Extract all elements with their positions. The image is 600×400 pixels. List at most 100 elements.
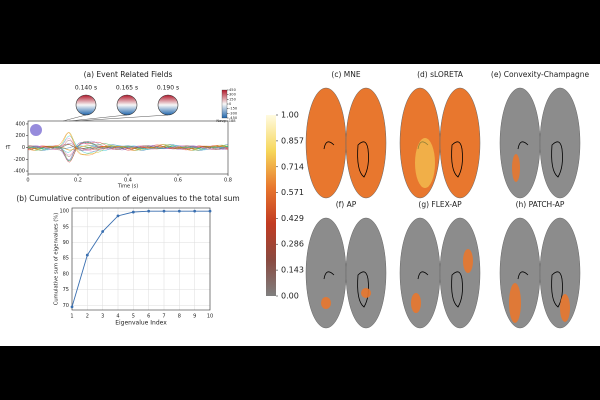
x-tick-label: 2 <box>86 314 89 320</box>
colorbar-tick-label: 150 <box>229 97 237 101</box>
connector <box>69 114 128 122</box>
colorbar-tick-label: 0.714 <box>281 162 304 171</box>
panel-title: (f) AP <box>336 200 357 209</box>
figure-background <box>0 64 600 346</box>
colorbar-tick-label: 0.571 <box>281 188 304 197</box>
x-tick-label: 0.6 <box>174 178 182 184</box>
x-tick-label: 0.4 <box>124 178 132 184</box>
topomap <box>116 94 138 116</box>
sensor-trace <box>28 135 229 154</box>
y-tick-label: 85 <box>63 256 69 262</box>
x-tick-label: 8 <box>178 314 181 320</box>
colorbar-tick-label: 1.00 <box>281 111 299 120</box>
region-outline <box>551 271 563 308</box>
y-tick-label: 70 <box>63 303 69 309</box>
x-tick-label: 9 <box>193 314 196 320</box>
panel-title: (c) MNE <box>331 70 360 79</box>
connector <box>62 114 87 122</box>
colorbar-tick-label: 300 <box>229 93 237 97</box>
panel-title: (e) Convexity-Champagne <box>491 70 590 79</box>
region-outline <box>517 271 529 280</box>
colorbar-tick-label: -150 <box>229 107 238 111</box>
colorbar-tick-label: 0.857 <box>281 136 304 145</box>
point <box>101 230 105 233</box>
y-tick-label: 80 <box>63 271 69 277</box>
x-tick-label: 3 <box>101 314 104 320</box>
time-annotation: 0.165 s <box>116 85 138 92</box>
panel-title: (d) sLORETA <box>417 70 464 79</box>
x-tick-label: 7 <box>162 314 165 320</box>
point <box>131 210 135 214</box>
point <box>208 209 212 213</box>
series-line <box>71 210 210 307</box>
colorbar-tick-label: 0 <box>229 102 232 106</box>
colorbar-tick-label: 0.143 <box>281 266 304 275</box>
region-outline <box>451 141 463 178</box>
point <box>162 209 166 213</box>
connector <box>75 114 169 122</box>
x-axis-label: Time (s) <box>117 184 138 190</box>
region-outline <box>517 141 529 150</box>
sensor-trace <box>27 132 229 155</box>
colorbar-tick-label: 0.286 <box>281 240 304 249</box>
sensor-legend <box>30 124 42 136</box>
x-axis-label: Eigenvalue Index <box>115 320 167 327</box>
activation <box>512 154 520 182</box>
panel-title: (h) PATCH-AP <box>516 200 565 209</box>
point <box>193 209 197 213</box>
time-annotation: 0.190 s <box>157 85 179 92</box>
x-tick-label: 6 <box>147 314 150 320</box>
y-tick-label: 400 <box>15 121 25 127</box>
y-axis-label: Cumulative sum of eigenvalues (%) <box>54 213 60 306</box>
point <box>177 209 181 213</box>
colorbar-label: Navg=188 <box>216 119 236 123</box>
x-tick-label: 4 <box>116 314 119 320</box>
y-axis-label: fT <box>6 145 12 151</box>
activation <box>411 293 421 313</box>
panel-title: (a) Event Related Fields <box>84 70 173 79</box>
activation <box>463 249 473 273</box>
topomap-colorbar <box>221 89 228 119</box>
x-tick-label: 0.8 <box>224 178 232 184</box>
colorbar-tick-label: -300 <box>229 111 238 115</box>
x-tick-label: 0 <box>26 178 29 184</box>
point <box>147 209 151 213</box>
x-tick-label: 0.2 <box>74 178 82 184</box>
colorbar-tick-label: -450 <box>229 116 238 120</box>
y-tick-label: 100 <box>59 209 69 215</box>
point <box>85 253 89 257</box>
topomap <box>157 94 179 116</box>
panel-title: (g) FLEX-AP <box>418 200 462 209</box>
x-tick-label: 10 <box>207 314 213 320</box>
y-tick-label: 75 <box>63 287 69 293</box>
y-tick-label: -400 <box>14 169 25 175</box>
activation <box>560 294 570 322</box>
region-outline <box>451 271 463 308</box>
colorbar-tick-label: 0.429 <box>281 214 304 223</box>
y-tick-label: 0 <box>22 145 25 151</box>
region-outline <box>357 141 369 178</box>
activation <box>509 283 521 323</box>
activation <box>361 288 371 298</box>
y-tick-label: 200 <box>15 133 25 139</box>
colorbar <box>266 115 276 296</box>
point <box>70 305 74 309</box>
sensor-trace <box>27 143 229 151</box>
topomap <box>75 94 97 116</box>
panel-title: (b) Cumulative contribution of eigenvalu… <box>16 194 239 203</box>
x-tick-label: 1 <box>70 314 73 320</box>
region-outline <box>323 141 335 150</box>
point <box>116 214 120 218</box>
region-outline <box>323 271 335 280</box>
sensor-trace <box>27 132 229 156</box>
activation <box>415 138 435 188</box>
colorbar-tick-label: 0.00 <box>281 292 299 301</box>
region-outline <box>551 141 563 178</box>
y-tick-label: -200 <box>14 157 25 163</box>
x-tick-label: 5 <box>132 314 135 320</box>
colorbar-tick-label: 450 <box>229 88 237 92</box>
y-tick-label: 95 <box>63 224 69 230</box>
activation <box>321 297 331 309</box>
axes-frame <box>71 207 211 311</box>
